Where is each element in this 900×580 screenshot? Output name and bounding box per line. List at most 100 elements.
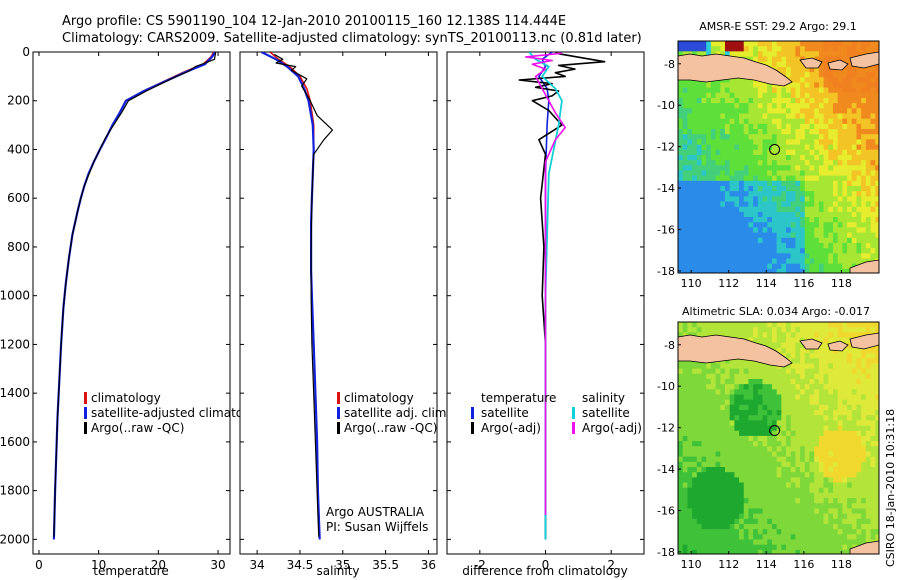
map-grid-cell	[786, 467, 792, 473]
map-grid-cell	[678, 232, 684, 239]
map-grid-cell	[762, 513, 768, 520]
map-grid-cell	[800, 347, 806, 354]
map-grid-cell	[720, 129, 726, 135]
map-grid-cell	[739, 92, 745, 99]
map-grid-cell	[720, 180, 726, 187]
map-grid-cell	[856, 410, 862, 416]
map-grid-cell	[786, 389, 792, 396]
map-grid-cell	[800, 41, 806, 47]
map-grid-cell	[814, 92, 820, 99]
map-grid-cell	[786, 337, 792, 344]
map-grid-cell	[748, 87, 754, 94]
map-grid-cell	[729, 399, 735, 406]
map-grid-cell	[818, 160, 825, 166]
map-grid-cell	[804, 87, 811, 94]
map-grid-cell	[875, 201, 879, 208]
map-grid-cell	[776, 248, 782, 254]
map-grid-cell	[710, 523, 717, 530]
map-grid-cell	[875, 399, 879, 406]
map-grid-cell	[678, 82, 684, 89]
map-grid-cell	[720, 149, 726, 156]
map-grid-cell	[753, 518, 759, 525]
map-grid-cell	[678, 113, 684, 120]
map-grid-cell	[767, 513, 773, 520]
map-grid-cell	[762, 518, 768, 525]
map-grid-cell	[847, 113, 853, 120]
map-y-tick-label: -12	[657, 141, 675, 154]
map-grid-cell	[753, 103, 759, 109]
map-grid-cell	[739, 368, 745, 375]
map-grid-cell	[842, 492, 848, 499]
map-grid-cell	[790, 420, 797, 427]
map-grid-cell	[739, 134, 745, 140]
map-grid-cell	[682, 508, 688, 515]
map-grid-cell	[720, 435, 726, 442]
map-grid-cell	[710, 399, 717, 406]
map-grid-cell	[795, 410, 801, 416]
map-grid-cell	[781, 41, 787, 47]
map-grid-cell	[786, 108, 792, 115]
map-grid-cell	[767, 342, 773, 349]
map-grid-cell	[762, 503, 768, 510]
map-grid-cell	[739, 123, 745, 130]
map-grid-cell	[828, 529, 834, 535]
map-grid-cell	[729, 410, 735, 416]
map-grid-cell	[762, 87, 768, 94]
map-grid-cell	[781, 477, 787, 484]
map-grid-cell	[771, 518, 778, 525]
map-grid-cell	[729, 539, 735, 546]
map-grid-cell	[804, 327, 811, 333]
map-grid-cell	[781, 404, 787, 411]
map-grid-cell	[837, 430, 843, 437]
map-grid-cell	[678, 46, 684, 52]
map-grid-cell	[678, 154, 684, 161]
map-grid-cell	[729, 378, 735, 385]
map-grid-cell	[795, 201, 801, 208]
map-grid-cell	[720, 482, 726, 489]
map-grid-cell	[870, 435, 876, 442]
map-grid-cell	[757, 186, 764, 192]
map-grid-cell	[781, 508, 787, 515]
map-grid-cell	[729, 456, 735, 463]
map-grid-cell	[823, 358, 829, 365]
map-grid-cell	[739, 248, 745, 254]
map-grid-cell	[870, 477, 876, 484]
map-grid-cell	[814, 363, 820, 370]
map-grid-cell	[771, 539, 778, 546]
map-grid-cell	[720, 41, 726, 47]
map-grid-cell	[706, 529, 712, 535]
map-grid-cell	[800, 61, 806, 68]
map-grid-cell	[687, 410, 693, 416]
map-grid-cell	[739, 492, 745, 499]
map-grid-cell	[823, 513, 829, 520]
map-grid-cell	[720, 170, 726, 177]
map-grid-cell	[856, 191, 862, 197]
island-shape	[849, 51, 879, 69]
map-grid-cell	[842, 327, 848, 333]
map-grid-cell	[781, 129, 787, 135]
map-grid-cell	[814, 56, 820, 63]
map-grid-cell	[696, 492, 703, 499]
map-grid-cell	[767, 482, 773, 489]
map-grid-cell	[682, 477, 688, 484]
map-grid-cell	[724, 263, 731, 270]
map-grid-cell	[771, 154, 778, 161]
map-grid-cell	[832, 149, 839, 156]
map-grid-cell	[809, 149, 815, 156]
map-grid-cell	[790, 263, 797, 270]
map-grid-cell	[814, 332, 820, 339]
map-grid-cell	[870, 518, 876, 525]
map-y-tick-label: -8	[664, 339, 675, 352]
map-grid-cell	[757, 404, 764, 411]
map-grid-cell	[729, 154, 735, 161]
map-grid-cell	[710, 378, 717, 385]
map-grid-cell	[696, 103, 703, 109]
map-grid-cell	[832, 425, 839, 432]
map-grid-cell	[856, 108, 862, 115]
map-grid-cell	[678, 384, 684, 390]
map-grid-cell	[762, 508, 768, 515]
map-grid-cell	[837, 144, 843, 151]
map-grid-cell	[804, 170, 811, 177]
map-grid-cell	[743, 180, 750, 187]
map-grid-cell	[753, 165, 759, 172]
